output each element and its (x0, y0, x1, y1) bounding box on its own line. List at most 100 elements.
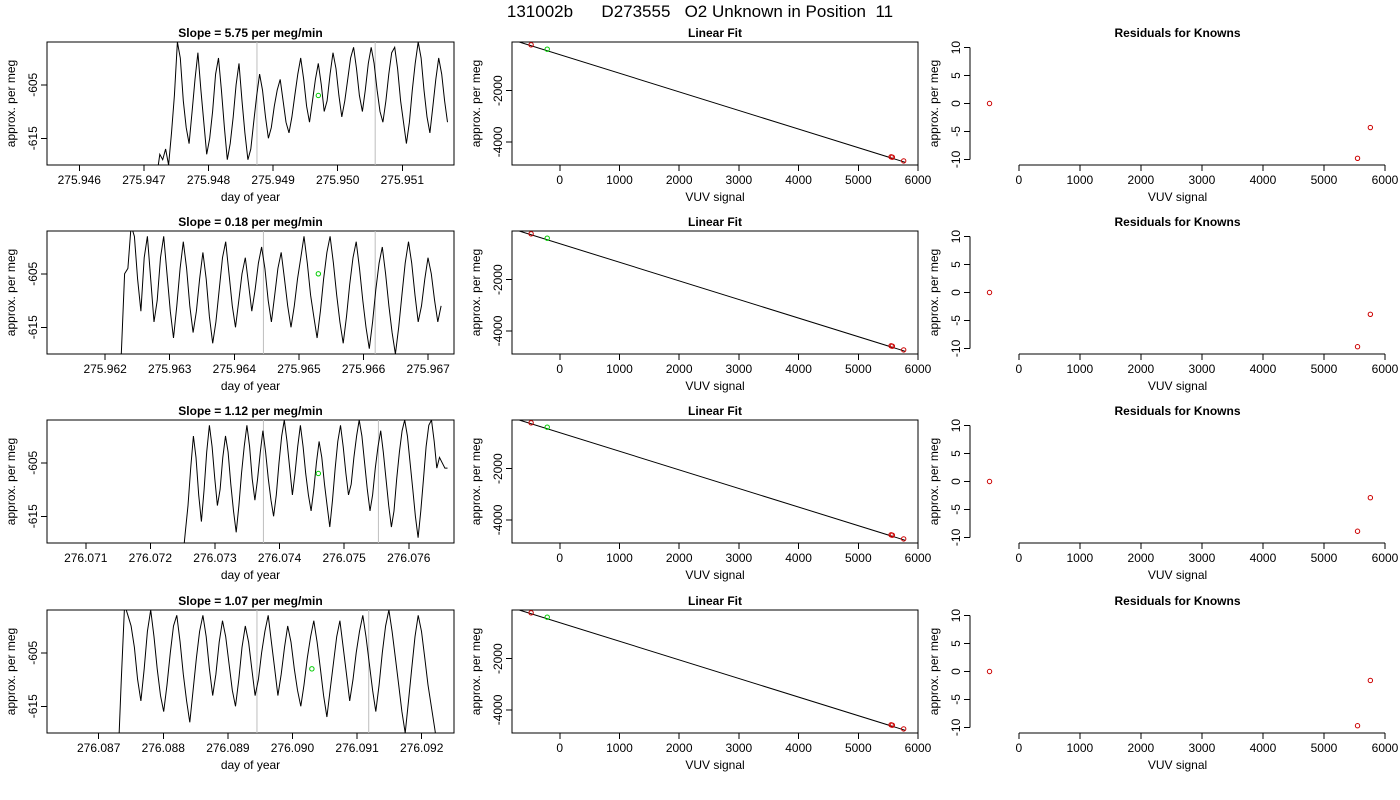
r3-fit-ytick-label: -2000 (491, 453, 505, 484)
r1-residuals-xtick-label: 2000 (1128, 173, 1155, 187)
r2-fit-ytick-label: -4000 (491, 315, 505, 346)
r3-trace-frame (46, 419, 455, 544)
r2-residuals-xtick-label: 0 (1015, 362, 1022, 376)
r3-trace-xtick-label: 276.074 (258, 551, 302, 565)
r2-trace-title: Slope = 0.18 per meg/min (178, 215, 322, 229)
r2-residuals-residual-point (1354, 344, 1361, 350)
r3-fit-xtick-label: 3000 (726, 551, 753, 565)
r2-fit-unknown-point (544, 235, 550, 241)
r2-residuals-xlabel: VUV signal (1148, 379, 1207, 393)
r3-trace-trace-line (183, 420, 448, 543)
r2-fit-ytick-label: -2000 (491, 264, 505, 295)
r1-residuals-residual-point (986, 100, 993, 107)
r2-fit-xtick-label: 1000 (606, 362, 633, 376)
r4-residuals-title: Residuals for Knowns (1114, 594, 1240, 608)
r2-trace-unknown-point (315, 271, 322, 277)
r1-trace-ytick-label: -615 (26, 126, 40, 150)
r3-fit-xtick-label: 0 (556, 551, 563, 565)
r4-trace-xtick-label: 276.088 (142, 741, 186, 755)
r2-trace-xtick-label: 275.967 (406, 362, 450, 376)
r4-fit-unknown-point (544, 614, 550, 620)
r4-residuals-ytick-label: -5 (949, 694, 963, 705)
r1-fit-xlabel: VUV signal (685, 190, 744, 204)
r4-trace-xlabel: day of year (221, 758, 280, 772)
r3-trace-ytick-label: -615 (26, 504, 40, 528)
r4-fit-known-point (900, 726, 907, 732)
r4-trace-xtick-label: 276.090 (271, 741, 315, 755)
r2-fit-known-point (900, 347, 907, 353)
r3-trace-xtick-label: 276.076 (387, 551, 431, 565)
r4-residuals-residual-point (1367, 677, 1374, 684)
r1-fit-fit-line (519, 42, 906, 163)
r1-trace-xtick-label: 275.951 (381, 173, 425, 187)
r4-fit-known-point (889, 722, 896, 728)
r4-residuals-ytick-label: 10 (949, 609, 963, 623)
r4-residuals-ytick-label: 0 (949, 668, 963, 675)
r4-trace-ytick-label: -605 (26, 640, 40, 664)
r4-residuals-xtick-label: 1000 (1067, 741, 1094, 755)
r4-trace-ylabel: approx. per meg (4, 628, 18, 715)
r3-residuals-ytick-label: 5 (949, 450, 963, 457)
r3-fit-ylabel: approx. per meg (469, 438, 483, 525)
r2-residuals-residual-point (1367, 311, 1374, 318)
r4-residuals-xtick-label: 2000 (1128, 741, 1155, 755)
r1-fit-xtick-label: 6000 (905, 173, 932, 187)
r4-fit-ytick-label: -4000 (491, 694, 505, 725)
r2-residuals-xtick-label: 5000 (1311, 362, 1338, 376)
r3-residuals-residual-point (986, 478, 993, 485)
r2-fit-xtick-label: 6000 (905, 362, 932, 376)
r4-residuals-ytick-label: 5 (949, 640, 963, 647)
r2-fit-xtick-label: 0 (556, 362, 563, 376)
r2-residuals-ytick-label: 10 (949, 230, 963, 244)
r1-fit-xtick-label: 5000 (845, 173, 872, 187)
r3-fit-known-point (900, 536, 907, 542)
r3-residuals-xtick-label: 0 (1015, 551, 1022, 565)
r3-residuals-xtick-label: 5000 (1311, 551, 1338, 565)
r3-trace-ylabel: approx. per meg (4, 438, 18, 525)
r1-fit-xtick-label: 0 (556, 173, 563, 187)
r3-residuals-xlabel: VUV signal (1148, 568, 1207, 582)
r2-trace-ytick-label: -605 (26, 261, 40, 285)
r3-residuals-ytick-label: 0 (949, 478, 963, 485)
r1-fit-ylabel: approx. per meg (469, 60, 483, 147)
r3-trace-ytick-label: -605 (26, 450, 40, 474)
r2-residuals-residual-point (986, 289, 993, 296)
r3-trace-xtick-label: 276.071 (64, 551, 108, 565)
r1-fit-known-point (528, 42, 534, 48)
r4-residuals-xtick-label: 0 (1015, 741, 1022, 755)
r3-residuals-residual-point (1354, 528, 1361, 534)
r2-residuals-ytick-label: -5 (949, 315, 963, 326)
r4-residuals-xlabel: VUV signal (1148, 758, 1207, 772)
r3-trace-xtick-label: 276.075 (322, 551, 366, 565)
r4-trace-xtick-label: 276.091 (335, 741, 379, 755)
r1-residuals-ytick-label: 0 (949, 100, 963, 107)
r3-residuals-xtick-label: 3000 (1189, 551, 1216, 565)
r3-residuals-ytick-label: 10 (949, 419, 963, 433)
r3-trace-xlabel: day of year (221, 568, 280, 582)
r4-fit-xtick-label: 6000 (905, 741, 932, 755)
r4-fit-frame (511, 609, 919, 734)
r1-residuals-ytick-label: 5 (949, 72, 963, 79)
r3-fit-xtick-label: 4000 (785, 551, 812, 565)
r3-fit-xtick-label: 5000 (845, 551, 872, 565)
r3-trace-title: Slope = 1.12 per meg/min (178, 404, 322, 418)
r4-fit-xtick-label: 0 (556, 741, 563, 755)
figure-title: 131002b D273555 O2 Unknown in Position 1… (506, 2, 894, 21)
r1-trace-frame (46, 41, 455, 166)
r3-fit-xtick-label: 6000 (905, 551, 932, 565)
r1-trace-ytick-label: -605 (26, 72, 40, 96)
r1-residuals-xtick-label: 0 (1015, 173, 1022, 187)
r1-trace-ylabel: approx. per meg (4, 60, 18, 147)
r2-fit-known-point (528, 231, 534, 237)
r4-residuals-ylabel: approx. per meg (927, 628, 941, 715)
r1-trace-trace-line (157, 42, 448, 165)
r2-residuals-ytick-label: -10 (949, 339, 963, 357)
r2-trace-trace-line (120, 231, 442, 354)
r1-fit-xtick-label: 3000 (726, 173, 753, 187)
r2-residuals-title: Residuals for Knowns (1114, 215, 1240, 229)
r4-residuals-xtick-label: 5000 (1311, 741, 1338, 755)
r2-residuals-ytick-label: 0 (949, 289, 963, 296)
r2-residuals-ylabel: approx. per meg (927, 249, 941, 336)
